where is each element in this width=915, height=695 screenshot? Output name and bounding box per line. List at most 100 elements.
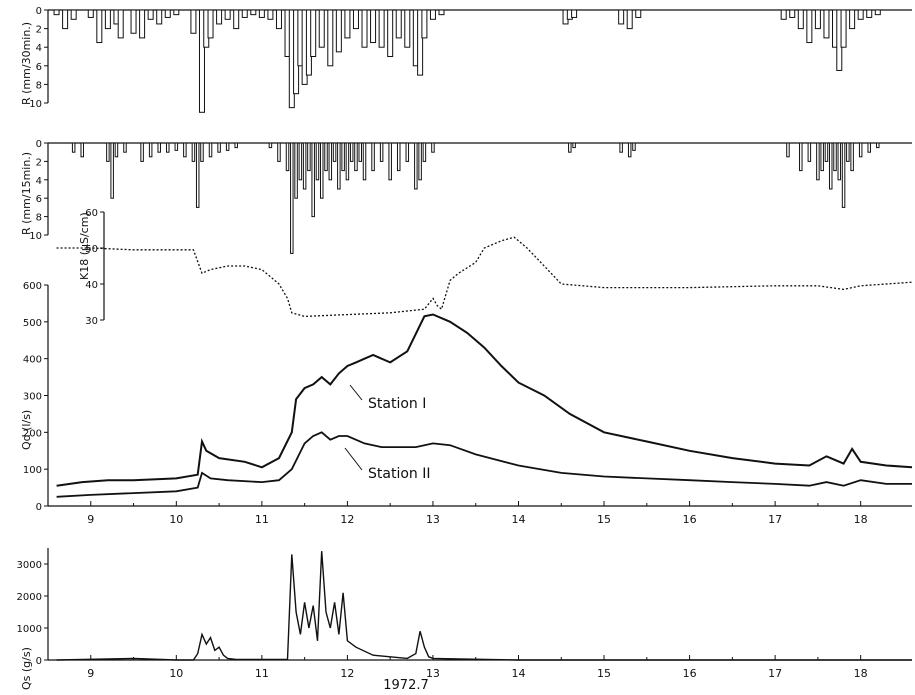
rain30-bar <box>849 9 856 30</box>
rain30-bar <box>70 9 77 20</box>
qd-y-tick-label: 100 <box>23 465 42 476</box>
qd-axis-label: Qd (l/s) <box>20 410 33 450</box>
rain30-bar <box>87 9 94 18</box>
rain15-y-tick-label: 4 <box>36 176 42 187</box>
qd-y-tick-label: 500 <box>23 318 42 329</box>
qs-x-tick-label: 13 <box>426 667 440 680</box>
rain30-bar <box>241 9 248 18</box>
qs-x-tick-label: 14 <box>511 667 525 680</box>
rain30-bar <box>370 9 377 44</box>
rain15-bar <box>217 142 221 153</box>
rain30-bar <box>789 9 796 18</box>
rain30-bar <box>421 9 428 39</box>
qd-x-tick-label: 12 <box>340 513 354 526</box>
k18-series-line <box>56 236 913 318</box>
rain30-bar <box>571 9 578 18</box>
date-label: 1972.7 <box>383 678 429 693</box>
qs-x-tick-label: 17 <box>768 667 782 680</box>
rain15-bar <box>191 142 196 162</box>
rain15-bar <box>414 142 418 190</box>
rain15-bar <box>867 142 871 153</box>
rain30-bar <box>378 9 385 48</box>
qd-x-tick-label: 18 <box>854 513 868 526</box>
rain15-bar <box>166 142 170 153</box>
conductivity-panel: 30 40 50 60 <box>56 208 913 327</box>
rain30-bar <box>618 9 625 25</box>
rain15-bar <box>285 142 290 172</box>
rain30-axis-label: R (mm/30min.) <box>20 22 33 105</box>
rain30-bar <box>207 9 214 39</box>
qs-x-tick-label: 11 <box>255 667 269 680</box>
rain30-bar <box>840 9 847 48</box>
rain15-bar <box>858 142 863 158</box>
rain30-bar <box>874 9 881 16</box>
rain15-bar <box>358 142 362 162</box>
qd-y-tick-label: 600 <box>23 281 42 292</box>
rain30-bar <box>139 9 146 39</box>
rain30-bar <box>335 9 342 53</box>
rain30-bar <box>104 9 111 30</box>
rain15-bar <box>422 142 427 162</box>
qd-x-tick-label: 13 <box>426 513 440 526</box>
rain15-bar <box>106 142 110 162</box>
rain15-bar <box>345 142 350 181</box>
rain15-bar <box>431 142 435 153</box>
rain15-bar <box>337 142 341 190</box>
k18-y-tick-label: 30 <box>85 316 98 327</box>
rain15-bar <box>846 142 850 162</box>
rain30-bar <box>164 9 171 18</box>
rain15-bar <box>123 142 127 153</box>
rain15-y-tick-label: 8 <box>36 213 42 224</box>
sediment-panel: 0 1000 2000 3000 9 10 11 12 13 14 15 16 17 18 <box>17 548 912 680</box>
rain15-bar <box>876 142 880 149</box>
rain30-bar <box>417 9 424 76</box>
qs-x-tick-label: 18 <box>854 667 868 680</box>
rain15-axis-label: R (mm/15min.) <box>20 152 33 235</box>
qd-x-tick-label: 10 <box>169 513 183 526</box>
rain30-y-tick-label: 6 <box>36 62 42 73</box>
qs-x-tick-label: 10 <box>169 667 183 680</box>
rain15-bar <box>371 142 375 172</box>
qs-x-tick-label: 16 <box>683 667 697 680</box>
rain15-bar <box>799 142 803 172</box>
qs-y-tick-label: 0 <box>36 656 42 667</box>
qd-series-line-station-2 <box>56 431 912 498</box>
rain15-bar <box>200 142 204 162</box>
qd-y-tick-label: 300 <box>23 392 42 403</box>
rain30-bar <box>198 9 205 113</box>
rain15-bar <box>786 142 790 158</box>
rain15-bar <box>572 142 576 149</box>
rain30-bar <box>404 9 411 48</box>
rain15-bar <box>332 142 337 162</box>
rain15-bar <box>396 142 401 172</box>
rain15-bar <box>307 142 311 172</box>
rain15-bar <box>80 142 84 158</box>
rain30-bar <box>429 9 436 20</box>
rain-15min-panel: 0 2 4 6 8 10 <box>29 139 912 254</box>
rain30-bar <box>275 9 282 30</box>
rain15-y-tick-label: 6 <box>36 194 42 205</box>
rain15-bar <box>828 142 833 190</box>
rain15-bar <box>837 142 842 181</box>
qs-axis-label: Qs (g/s) <box>20 647 33 690</box>
rain30-bar <box>62 9 69 30</box>
k18-y-tick-label: 40 <box>85 280 98 291</box>
qd-x-tick-label: 16 <box>683 513 697 526</box>
rain15-bar <box>341 142 345 172</box>
station-2-leader <box>344 447 363 471</box>
rain15-bar <box>225 142 230 151</box>
rain30-bar <box>395 9 402 39</box>
rain15-bar <box>302 142 307 190</box>
rain30-bar <box>797 9 804 30</box>
rain15-y-tick-label: 0 <box>36 139 42 150</box>
rain15-bar <box>388 142 392 181</box>
rain30-bar <box>806 9 813 44</box>
rain15-bar <box>379 142 384 162</box>
qs-y-tick-label: 2000 <box>17 592 42 603</box>
rain15-bar <box>816 142 820 181</box>
rain-30min-panel: 0 2 4 6 8 10 <box>29 6 912 113</box>
rain15-bar <box>824 142 829 162</box>
qs-y-tick-label: 3000 <box>17 560 42 571</box>
qd-x-tick-label: 17 <box>768 513 782 526</box>
qs-x-tick-label: 15 <box>597 667 611 680</box>
